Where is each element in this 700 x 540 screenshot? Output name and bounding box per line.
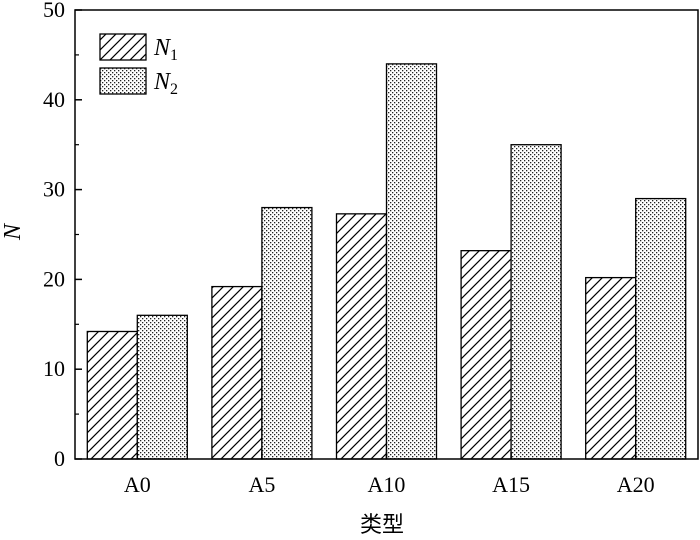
bar-n1-a20 bbox=[585, 276, 637, 460]
y-tick-label: 0 bbox=[54, 446, 65, 471]
bar-n1-a15 bbox=[460, 250, 512, 460]
y-tick-label: 20 bbox=[43, 266, 65, 291]
y-tick-label: 50 bbox=[43, 0, 65, 22]
x-tick-label: A20 bbox=[617, 472, 655, 497]
x-tick-label: A10 bbox=[368, 472, 406, 497]
bars bbox=[86, 63, 687, 460]
x-axis-title: 类型 bbox=[360, 513, 404, 538]
legend-label-n1: N1 bbox=[153, 35, 178, 64]
bar-n2-a15 bbox=[510, 144, 562, 460]
y-tick-label: 40 bbox=[43, 87, 65, 112]
y-tick-label: 10 bbox=[43, 356, 65, 381]
legend-swatch-n1 bbox=[99, 33, 147, 61]
legend-swatch-n2 bbox=[99, 67, 147, 95]
bar-n1-a10 bbox=[335, 213, 388, 460]
bar-n2-a0 bbox=[136, 314, 188, 460]
x-tick-label: A15 bbox=[492, 472, 530, 497]
bar-n2-a10 bbox=[385, 63, 438, 460]
bar-n2-a20 bbox=[635, 197, 687, 460]
bar-n2-a5 bbox=[261, 206, 313, 460]
bar-n1-a0 bbox=[86, 330, 138, 460]
y-axis-title: N bbox=[0, 222, 26, 241]
y-tick-label: 30 bbox=[43, 177, 65, 202]
x-tick-label: A5 bbox=[248, 472, 275, 497]
legend-label-n2: N2 bbox=[153, 69, 178, 98]
x-tick-label: A0 bbox=[124, 472, 151, 497]
bar-n1-a5 bbox=[211, 285, 263, 460]
axes: 0 10 20 30 40 50 A0 A5 A10 A15 A20 bbox=[43, 0, 699, 497]
